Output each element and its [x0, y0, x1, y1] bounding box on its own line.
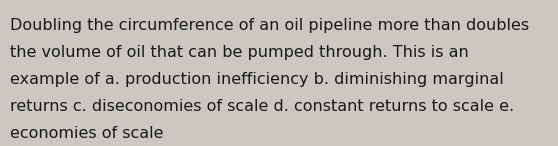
Text: economies of scale: economies of scale	[10, 126, 163, 141]
Text: the volume of oil that can be pumped through. This is an: the volume of oil that can be pumped thr…	[10, 45, 469, 60]
Text: Doubling the circumference of an oil pipeline more than doubles: Doubling the circumference of an oil pip…	[10, 18, 529, 33]
Text: returns c. diseconomies of scale d. constant returns to scale e.: returns c. diseconomies of scale d. cons…	[10, 99, 514, 114]
Text: example of a. production inefficiency b. diminishing marginal: example of a. production inefficiency b.…	[10, 72, 504, 87]
